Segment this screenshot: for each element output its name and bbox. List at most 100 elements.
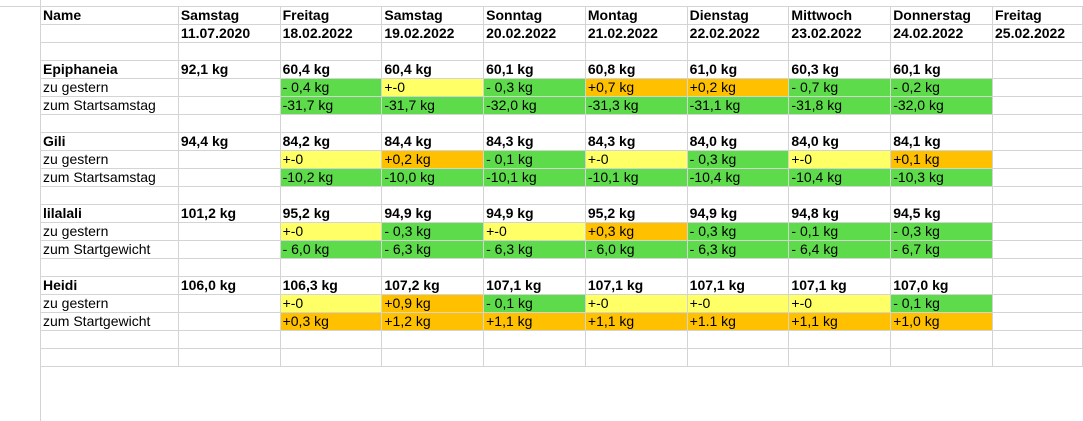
empty-cell[interactable]: [483, 186, 586, 205]
delta-cell[interactable]: - 6,7 kg: [890, 240, 994, 259]
empty-cell[interactable]: [686, 348, 790, 367]
weight-cell[interactable]: 94,4 kg: [177, 132, 281, 151]
empty-cell[interactable]: [40, 42, 179, 61]
header-day[interactable]: Samstag: [177, 6, 281, 25]
empty-cell[interactable]: [686, 114, 790, 133]
delta-cell[interactable]: -31,8 kg: [788, 96, 892, 115]
weight-cell[interactable]: 101,2 kg: [177, 204, 281, 223]
weight-cell[interactable]: 94,9 kg: [483, 204, 586, 223]
delta-cell[interactable]: - 0,3 kg: [890, 222, 994, 241]
delta-cell[interactable]: [177, 240, 281, 259]
delta-cell[interactable]: -31,7 kg: [279, 96, 383, 115]
delta-cell[interactable]: +-0: [788, 294, 892, 313]
delta-cell[interactable]: [992, 294, 1083, 313]
header-date[interactable]: 19.02.2022: [381, 24, 485, 43]
empty-cell[interactable]: [40, 186, 179, 205]
empty-cell[interactable]: [177, 186, 281, 205]
empty-cell[interactable]: [992, 330, 1083, 349]
empty-cell[interactable]: [992, 258, 1083, 277]
empty-cell[interactable]: [890, 258, 994, 277]
delta-cell[interactable]: [177, 96, 281, 115]
delta-cell[interactable]: [992, 96, 1083, 115]
weight-cell[interactable]: 106,3 kg: [279, 276, 383, 295]
empty-cell[interactable]: [279, 42, 383, 61]
row-label[interactable]: zum Startgewicht: [40, 240, 179, 259]
person-name[interactable]: Heidi: [40, 276, 179, 295]
header-date[interactable]: 20.02.2022: [483, 24, 586, 43]
empty-cell[interactable]: [381, 186, 485, 205]
row-label[interactable]: zum Startsamstag: [40, 96, 179, 115]
delta-cell[interactable]: - 0,2 kg: [890, 78, 994, 97]
delta-cell[interactable]: - 6,0 kg: [584, 240, 688, 259]
weight-cell[interactable]: 84,3 kg: [483, 132, 586, 151]
weight-cell[interactable]: 95,2 kg: [279, 204, 383, 223]
delta-cell[interactable]: - 0,1 kg: [788, 222, 892, 241]
delta-cell[interactable]: - 6,3 kg: [483, 240, 586, 259]
weight-cell[interactable]: 84,1 kg: [890, 132, 994, 151]
header-date[interactable]: 18.02.2022: [279, 24, 383, 43]
row-label[interactable]: zu gestern: [40, 150, 179, 169]
empty-cell[interactable]: [584, 114, 688, 133]
delta-cell[interactable]: +-0: [381, 78, 485, 97]
empty-cell[interactable]: [890, 348, 994, 367]
person-name[interactable]: Epiphaneia: [40, 60, 179, 79]
empty-cell[interactable]: [890, 42, 994, 61]
header-day[interactable]: Sonntag: [483, 6, 586, 25]
empty-cell[interactable]: [584, 186, 688, 205]
delta-cell[interactable]: +0,3 kg: [279, 312, 383, 331]
delta-cell[interactable]: [992, 312, 1083, 331]
delta-cell[interactable]: [177, 168, 281, 187]
weight-cell[interactable]: [992, 60, 1083, 79]
empty-cell[interactable]: [992, 42, 1083, 61]
weight-cell[interactable]: 84,3 kg: [584, 132, 688, 151]
empty-cell[interactable]: [992, 186, 1083, 205]
weight-cell[interactable]: 94,9 kg: [381, 204, 485, 223]
weight-cell[interactable]: [992, 276, 1083, 295]
delta-cell[interactable]: +1.1 kg: [686, 312, 790, 331]
weight-cell[interactable]: 61,0 kg: [686, 60, 790, 79]
empty-cell[interactable]: [40, 348, 179, 367]
weight-cell[interactable]: 60,8 kg: [584, 60, 688, 79]
delta-cell[interactable]: - 0,3 kg: [381, 222, 485, 241]
delta-cell[interactable]: [177, 294, 281, 313]
header-day[interactable]: Montag: [584, 6, 688, 25]
empty-cell[interactable]: [177, 114, 281, 133]
delta-cell[interactable]: -31,7 kg: [381, 96, 485, 115]
empty-cell[interactable]: [279, 258, 383, 277]
empty-cell[interactable]: [686, 330, 790, 349]
delta-cell[interactable]: [177, 312, 281, 331]
header-date[interactable]: 25.02.2022: [992, 24, 1083, 43]
empty-cell[interactable]: [483, 348, 586, 367]
weight-cell[interactable]: [992, 132, 1083, 151]
empty-cell[interactable]: [40, 330, 179, 349]
empty-cell[interactable]: [992, 114, 1083, 133]
empty-cell[interactable]: [788, 186, 892, 205]
delta-cell[interactable]: +0,3 kg: [584, 222, 688, 241]
delta-cell[interactable]: -10,0 kg: [381, 168, 485, 187]
row-label[interactable]: zu gestern: [40, 222, 179, 241]
delta-cell[interactable]: - 0,3 kg: [686, 222, 790, 241]
delta-cell[interactable]: [177, 222, 281, 241]
person-name[interactable]: Gili: [40, 132, 179, 151]
delta-cell[interactable]: [177, 78, 281, 97]
delta-cell[interactable]: +0,2 kg: [381, 150, 485, 169]
empty-cell[interactable]: [483, 42, 586, 61]
delta-cell[interactable]: [992, 240, 1083, 259]
row-label[interactable]: zu gestern: [40, 294, 179, 313]
delta-cell[interactable]: +1,0 kg: [890, 312, 994, 331]
delta-cell[interactable]: [992, 150, 1083, 169]
header-day[interactable]: Dienstag: [686, 6, 790, 25]
delta-cell[interactable]: -10,4 kg: [788, 168, 892, 187]
header-date[interactable]: 11.07.2020: [177, 24, 281, 43]
delta-cell[interactable]: +0,1 kg: [890, 150, 994, 169]
delta-cell[interactable]: -10,1 kg: [483, 168, 586, 187]
header-day[interactable]: Samstag: [381, 6, 485, 25]
delta-cell[interactable]: - 0,1 kg: [890, 294, 994, 313]
delta-cell[interactable]: +0,7 kg: [584, 78, 688, 97]
weight-cell[interactable]: 107,2 kg: [381, 276, 485, 295]
delta-cell[interactable]: - 0,7 kg: [788, 78, 892, 97]
delta-cell[interactable]: +-0: [483, 222, 586, 241]
weight-cell[interactable]: 107,1 kg: [686, 276, 790, 295]
empty-cell[interactable]: [584, 330, 688, 349]
delta-cell[interactable]: -10,4 kg: [686, 168, 790, 187]
